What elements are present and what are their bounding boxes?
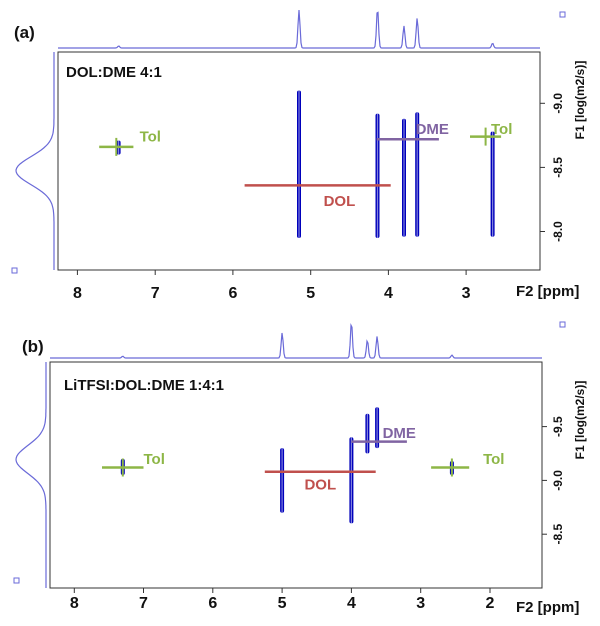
x-tick-label-2: 2 (486, 595, 495, 612)
peak-2-highlight (376, 113, 379, 238)
x-tick-label-3: 3 (416, 595, 425, 612)
panel-a-projection-trace (15, 52, 55, 270)
x-tick-label-7: 7 (139, 595, 148, 612)
panel-b-y-ticks: -9.5 -9.0 -8.5 (542, 416, 565, 545)
x-tick-label-8: 8 (70, 595, 79, 612)
x-tick-label-6: 6 (228, 285, 237, 302)
panel-b-letter: (b) (22, 337, 44, 356)
peak-3-highlight (403, 118, 405, 237)
panel-b-1d-trace (50, 322, 542, 359)
y-tick-label-2: -8.0 (551, 221, 565, 242)
y-tick-label-0: -9.5 (551, 416, 565, 437)
panel-b-title: LiTFSI:DOL:DME 1:4:1 (64, 377, 224, 394)
panel-a-y-ticks: -9.0 -8.5 -8.0 (540, 93, 565, 242)
panel-b-annotations: Tol DOL DME Tol (102, 425, 504, 494)
panel-a-diffusion-projection (15, 52, 55, 270)
panel-b-corner-marker-icon-2 (13, 577, 20, 584)
x-tick-label-3: 3 (462, 285, 471, 302)
panel-a-x-ticks: 8 7 6 5 4 3 (73, 270, 471, 302)
annotation-label-tol: Tol (144, 451, 165, 468)
panel-a-title: DOL:DME 4:1 (66, 64, 162, 81)
y-tick-label-2: -8.5 (551, 524, 565, 545)
y-tick-label-0: -9.0 (551, 93, 565, 114)
panel-a-1d-spectrum (58, 9, 540, 49)
panel-b-1d-spectrum (50, 322, 542, 359)
panel-a-peaks (116, 90, 495, 238)
panel-b-y-axis-label: F1 [log(m2/s)] (573, 381, 587, 460)
peak-2-highlight (350, 437, 352, 524)
panel-b-projection-trace (15, 362, 47, 588)
annotation-label-dol: DOL (324, 193, 356, 210)
peak-4-highlight (376, 407, 378, 449)
x-tick-label-5: 5 (306, 285, 315, 302)
panel-a-annotations: Tol DOL DME Tol (99, 121, 512, 210)
panel-a-1d-trace (58, 9, 540, 49)
annotation-label-dme: DME (383, 425, 416, 442)
panel-a-x-axis-label: F2 [ppm] (516, 283, 579, 300)
panel-a-corner-marker-icon (559, 11, 566, 18)
panel-b-diffusion-projection (15, 362, 47, 588)
panel-b-plot-frame (49, 361, 543, 589)
peak-1-highlight (298, 90, 300, 238)
panel-b-x-axis-label: F2 [ppm] (516, 599, 579, 616)
annotation-label-dme: DME (416, 121, 449, 138)
peak-5-highlight (492, 131, 494, 237)
panel-a-plot-frame (57, 51, 541, 271)
panel-b: (b) LiTFSI:DOL:DME 1:4:1 Tol DOL DME Tol 8 7… (13, 321, 587, 616)
annotation-label-tol: Tol (491, 121, 512, 138)
annotation-label-tol: Tol (483, 451, 504, 468)
panel-a-letter: (a) (14, 23, 35, 42)
peak-1-highlight (281, 448, 283, 513)
panel-b-x-ticks: 8 7 6 5 4 3 2 (70, 588, 495, 612)
y-tick-label-1: -9.0 (551, 470, 565, 491)
x-tick-label-6: 6 (208, 595, 217, 612)
peak-4-highlight (416, 112, 418, 237)
annotation-label-tol: Tol (140, 129, 161, 146)
panel-a-y-axis-label: F1 [log(m2/s)] (573, 61, 587, 140)
panel-a: (a) DOL:DME 4:1 Tol DOL DME Tol 8 7 6 5 4 3 -9.0… (11, 9, 587, 302)
panel-a-corner-marker-icon-2 (11, 267, 18, 274)
panel-b-corner-marker-icon (559, 321, 566, 328)
x-tick-label-4: 4 (347, 595, 356, 612)
x-tick-label-4: 4 (384, 285, 393, 302)
y-tick-label-1: -8.5 (551, 157, 565, 178)
x-tick-label-7: 7 (151, 285, 160, 302)
x-tick-label-5: 5 (278, 595, 287, 612)
x-tick-label-8: 8 (73, 285, 82, 302)
peak-3-highlight (366, 413, 368, 454)
annotation-label-dol: DOL (304, 477, 336, 494)
